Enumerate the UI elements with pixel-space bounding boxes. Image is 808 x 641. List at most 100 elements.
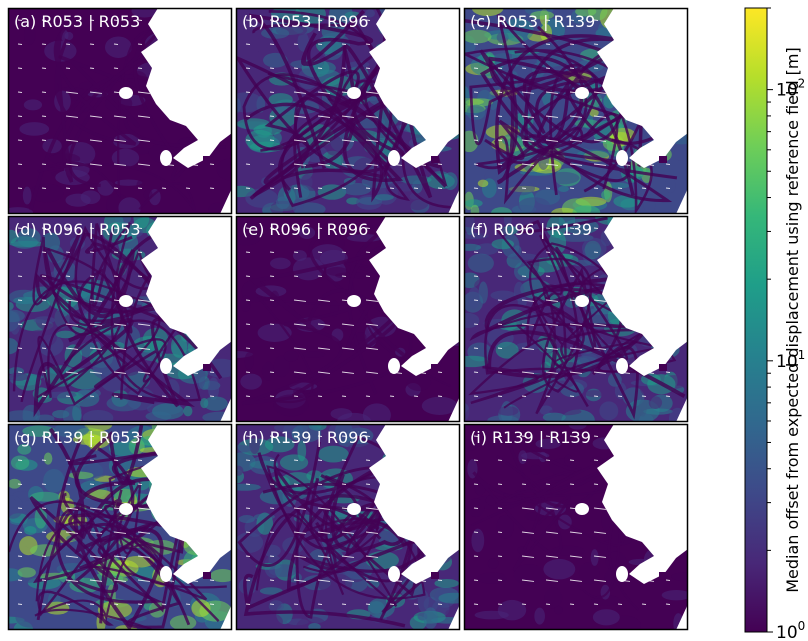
offset-patch bbox=[8, 229, 18, 244]
flow-arrow bbox=[137, 91, 151, 94]
offset-patch bbox=[291, 424, 322, 443]
offset-patch bbox=[503, 216, 512, 227]
nunatak bbox=[431, 364, 439, 371]
offset-patch bbox=[261, 361, 275, 381]
flow-arrow bbox=[89, 531, 103, 534]
offset-patch bbox=[17, 228, 41, 248]
low-offset-channel bbox=[518, 216, 639, 420]
offset-patch bbox=[474, 610, 509, 620]
nunatak bbox=[431, 156, 439, 163]
offset-patch bbox=[13, 296, 38, 305]
masked-region bbox=[597, 8, 688, 168]
flow-arrow bbox=[293, 531, 307, 534]
masked-region bbox=[448, 396, 460, 422]
masked-region bbox=[676, 396, 688, 422]
offset-patch bbox=[568, 424, 587, 430]
offset-patch bbox=[478, 281, 488, 304]
flow-arrow bbox=[365, 555, 379, 558]
offset-patch bbox=[269, 564, 298, 577]
flow-arrow bbox=[341, 371, 355, 374]
offset-patch bbox=[276, 196, 290, 210]
flow-arrow bbox=[545, 507, 559, 510]
offset-patch bbox=[53, 424, 89, 438]
flow-arrow bbox=[545, 163, 559, 166]
masked-island bbox=[616, 566, 628, 582]
offset-patch bbox=[477, 572, 508, 584]
flow-arrow bbox=[593, 323, 607, 326]
offset-patch bbox=[674, 142, 688, 161]
flow-arrow bbox=[341, 579, 355, 582]
low-offset-channel bbox=[305, 474, 435, 614]
offset-patch bbox=[355, 331, 367, 344]
offset-patch bbox=[193, 366, 206, 390]
flow-arrow bbox=[521, 531, 535, 534]
offset-patch bbox=[558, 185, 570, 192]
offset-patch bbox=[664, 177, 676, 194]
flow-arrow bbox=[365, 115, 379, 118]
offset-patch bbox=[468, 286, 481, 309]
flow-arrow bbox=[185, 579, 199, 582]
masked-region bbox=[448, 604, 460, 630]
flow-arrow bbox=[389, 163, 403, 166]
offset-patch bbox=[240, 373, 262, 390]
offset-patch bbox=[17, 567, 36, 578]
flow-arrow bbox=[389, 579, 403, 582]
flow-arrow bbox=[65, 555, 79, 558]
flow-arrow bbox=[569, 555, 583, 558]
masked-island bbox=[388, 150, 400, 166]
offset-patch bbox=[571, 259, 592, 267]
flow-arrow bbox=[365, 507, 379, 510]
flow-arrow bbox=[521, 371, 535, 374]
flow-arrow bbox=[65, 531, 79, 534]
flow-arrow bbox=[365, 299, 379, 302]
offset-patch bbox=[8, 309, 25, 323]
flow-arrow bbox=[317, 91, 331, 94]
offset-patch bbox=[169, 615, 197, 630]
map-panel: (e) R096 | R096 bbox=[235, 215, 461, 423]
offset-patch bbox=[292, 198, 304, 214]
offset-patch bbox=[464, 243, 482, 251]
masked-region bbox=[141, 8, 232, 168]
low-offset-channel bbox=[77, 223, 157, 388]
flow-arrow bbox=[617, 579, 631, 582]
flow-arrow bbox=[89, 579, 103, 582]
flow-arrow bbox=[593, 371, 607, 374]
flow-arrow bbox=[317, 507, 331, 510]
low-offset-channel bbox=[468, 257, 593, 415]
offset-patch bbox=[553, 424, 566, 438]
flow-arrow bbox=[65, 579, 79, 582]
flow-arrow bbox=[317, 139, 331, 142]
flow-arrow bbox=[341, 531, 355, 534]
offset-patch bbox=[495, 341, 519, 359]
offset-patch bbox=[569, 424, 583, 447]
offset-patch bbox=[136, 179, 145, 191]
nunatak bbox=[203, 156, 211, 163]
offset-patch bbox=[467, 253, 494, 273]
offset-patch bbox=[661, 589, 688, 601]
offset-patch bbox=[8, 207, 33, 214]
flow-arrow bbox=[545, 371, 559, 374]
colorbar-tick-label: 102 bbox=[776, 77, 805, 101]
masked-region bbox=[369, 424, 460, 584]
flow-arrow bbox=[569, 139, 583, 142]
flow-arrow bbox=[293, 115, 307, 118]
panel-frame bbox=[7, 7, 233, 215]
offset-patch bbox=[362, 403, 391, 422]
colorbar: 100 101 102 Median offset from expected di… bbox=[744, 7, 805, 641]
offset-patch bbox=[268, 600, 284, 613]
flow-arrow bbox=[569, 91, 583, 94]
offset-patch bbox=[581, 237, 607, 259]
offset-patch bbox=[477, 179, 489, 188]
flow-arrow bbox=[317, 115, 331, 118]
masked-island bbox=[616, 358, 628, 374]
offset-patch bbox=[464, 439, 479, 452]
flow-arrow bbox=[137, 323, 151, 326]
offset-patch bbox=[464, 216, 492, 228]
low-offset-channel bbox=[263, 9, 457, 185]
flow-arrow bbox=[89, 91, 103, 94]
flow-arrow bbox=[341, 507, 355, 510]
offset-patch bbox=[259, 587, 283, 595]
flow-arrow bbox=[113, 579, 127, 582]
offset-patch bbox=[256, 36, 268, 53]
